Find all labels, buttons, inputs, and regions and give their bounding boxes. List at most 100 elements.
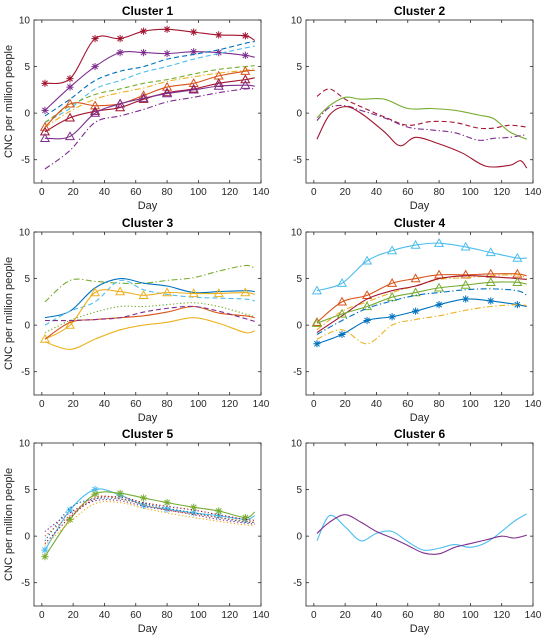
data-point (215, 31, 223, 39)
x-tick-label: 60 (130, 610, 142, 621)
data-point (240, 287, 251, 297)
panel-cluster-6: 0 20 40 60 80 100 120 140 -5 0 5 10 Cluster 6 Day (291, 427, 542, 635)
series-line-3 (44, 279, 255, 326)
data-point (213, 80, 224, 90)
x-tick-label: 60 (402, 610, 414, 621)
series-line-2 (44, 491, 256, 557)
data-point (313, 340, 321, 348)
series-line-1 (316, 242, 527, 292)
y-axis-label: CNC per million people (3, 45, 15, 158)
x-tick-label: 120 (493, 610, 510, 621)
x-tick-label: 120 (493, 187, 510, 198)
y-tick-label: 5 (24, 485, 30, 496)
data-point (240, 79, 251, 89)
data-point (188, 84, 199, 94)
x-tick-label: 40 (99, 610, 111, 621)
y-tick-label: 10 (19, 228, 31, 239)
panel-cluster-4: 0 20 40 60 80 100 120 140 -5 0 5 10 Cluster 4 Day (291, 216, 542, 424)
x-tick-label: 80 (434, 187, 446, 198)
data-point (361, 255, 373, 265)
y-tick-label: 10 (291, 439, 303, 450)
series-line-6 (316, 288, 528, 335)
panel-cluster-3: 0 20 40 60 80 100 120 140 -5 0 5 10 Cluster 3 Day CNC … (3, 216, 270, 424)
panel-title: Cluster 4 (394, 216, 446, 230)
data-point (512, 277, 523, 286)
x-tick-label: 120 (221, 399, 238, 410)
data-point (361, 301, 373, 311)
series-group (316, 88, 528, 169)
y-tick-label: 10 (291, 16, 303, 27)
series-line-2 (44, 50, 255, 111)
x-tick-label: 40 (99, 399, 111, 410)
x-tick-label: 0 (39, 187, 45, 198)
y-tick-label: 5 (296, 274, 302, 285)
y-tick-label: 0 (24, 321, 30, 332)
panel-title: Cluster 1 (122, 4, 174, 18)
data-point (91, 35, 99, 43)
plot-frame (33, 442, 262, 607)
y-tick-label: 5 (24, 274, 30, 285)
data-point (434, 282, 445, 292)
data-point (215, 512, 223, 520)
y-tick-label: 0 (296, 532, 302, 543)
x-axis-label: Day (138, 412, 158, 424)
series-line-7 (44, 69, 255, 128)
series-line-2 (44, 277, 255, 319)
data-point (116, 489, 124, 497)
data-point (41, 553, 49, 561)
x-tick-label: 80 (162, 399, 174, 410)
data-point (89, 107, 101, 117)
x-tick-label: 20 (68, 187, 80, 198)
data-point (139, 49, 148, 57)
data-point (39, 133, 51, 142)
data-point (190, 48, 198, 56)
series-line-5 (44, 305, 255, 340)
y-tick-label: 0 (296, 109, 302, 120)
series-line-4 (44, 499, 255, 532)
x-axis-label: Day (410, 623, 430, 635)
y-axis-label: CNC per million people (3, 257, 15, 370)
series-line-8 (44, 317, 255, 350)
x-tick-label: 20 (340, 399, 352, 410)
data-point (89, 106, 101, 115)
series-line-10 (44, 88, 255, 170)
plot-frame (33, 19, 262, 184)
data-point (91, 490, 99, 498)
series-line-4 (316, 106, 528, 169)
data-point (213, 288, 224, 298)
data-point (512, 252, 523, 262)
x-tick-label: 120 (221, 610, 238, 621)
series-group (311, 237, 528, 348)
y-tick-label: 10 (19, 439, 31, 450)
x-tick-label: 60 (130, 187, 142, 198)
data-point (462, 295, 470, 303)
data-point (215, 507, 223, 515)
data-point (188, 288, 199, 298)
x-tick-label: 40 (371, 399, 383, 410)
series-line-2 (316, 514, 527, 555)
data-point (411, 307, 420, 315)
series-line-3 (316, 274, 527, 331)
series-line-1 (44, 488, 256, 551)
y-tick-label: 5 (24, 62, 30, 73)
data-point (241, 51, 249, 59)
x-tick-label: 40 (371, 187, 383, 198)
series-group (39, 25, 256, 170)
x-tick-label: 20 (340, 187, 352, 198)
series-line-6 (44, 501, 255, 546)
series-group (41, 485, 256, 561)
x-axis-label: Day (410, 200, 430, 212)
y-tick-label: -5 (293, 578, 302, 589)
x-axis-label: Day (410, 412, 430, 424)
y-tick-label: 0 (24, 532, 30, 543)
data-point (241, 32, 249, 40)
x-tick-label: 0 (39, 399, 45, 410)
data-point (91, 485, 99, 494)
data-point (485, 247, 496, 257)
series-line-6 (44, 67, 255, 128)
series-line-1 (316, 96, 527, 140)
series-line-5 (316, 281, 527, 324)
data-point (336, 308, 348, 318)
panel-cluster-5: 0 20 40 60 80 100 120 140 -5 0 5 10 Cluster 5 Day CNC … (3, 427, 270, 635)
panel-title: Cluster 2 (394, 4, 446, 18)
